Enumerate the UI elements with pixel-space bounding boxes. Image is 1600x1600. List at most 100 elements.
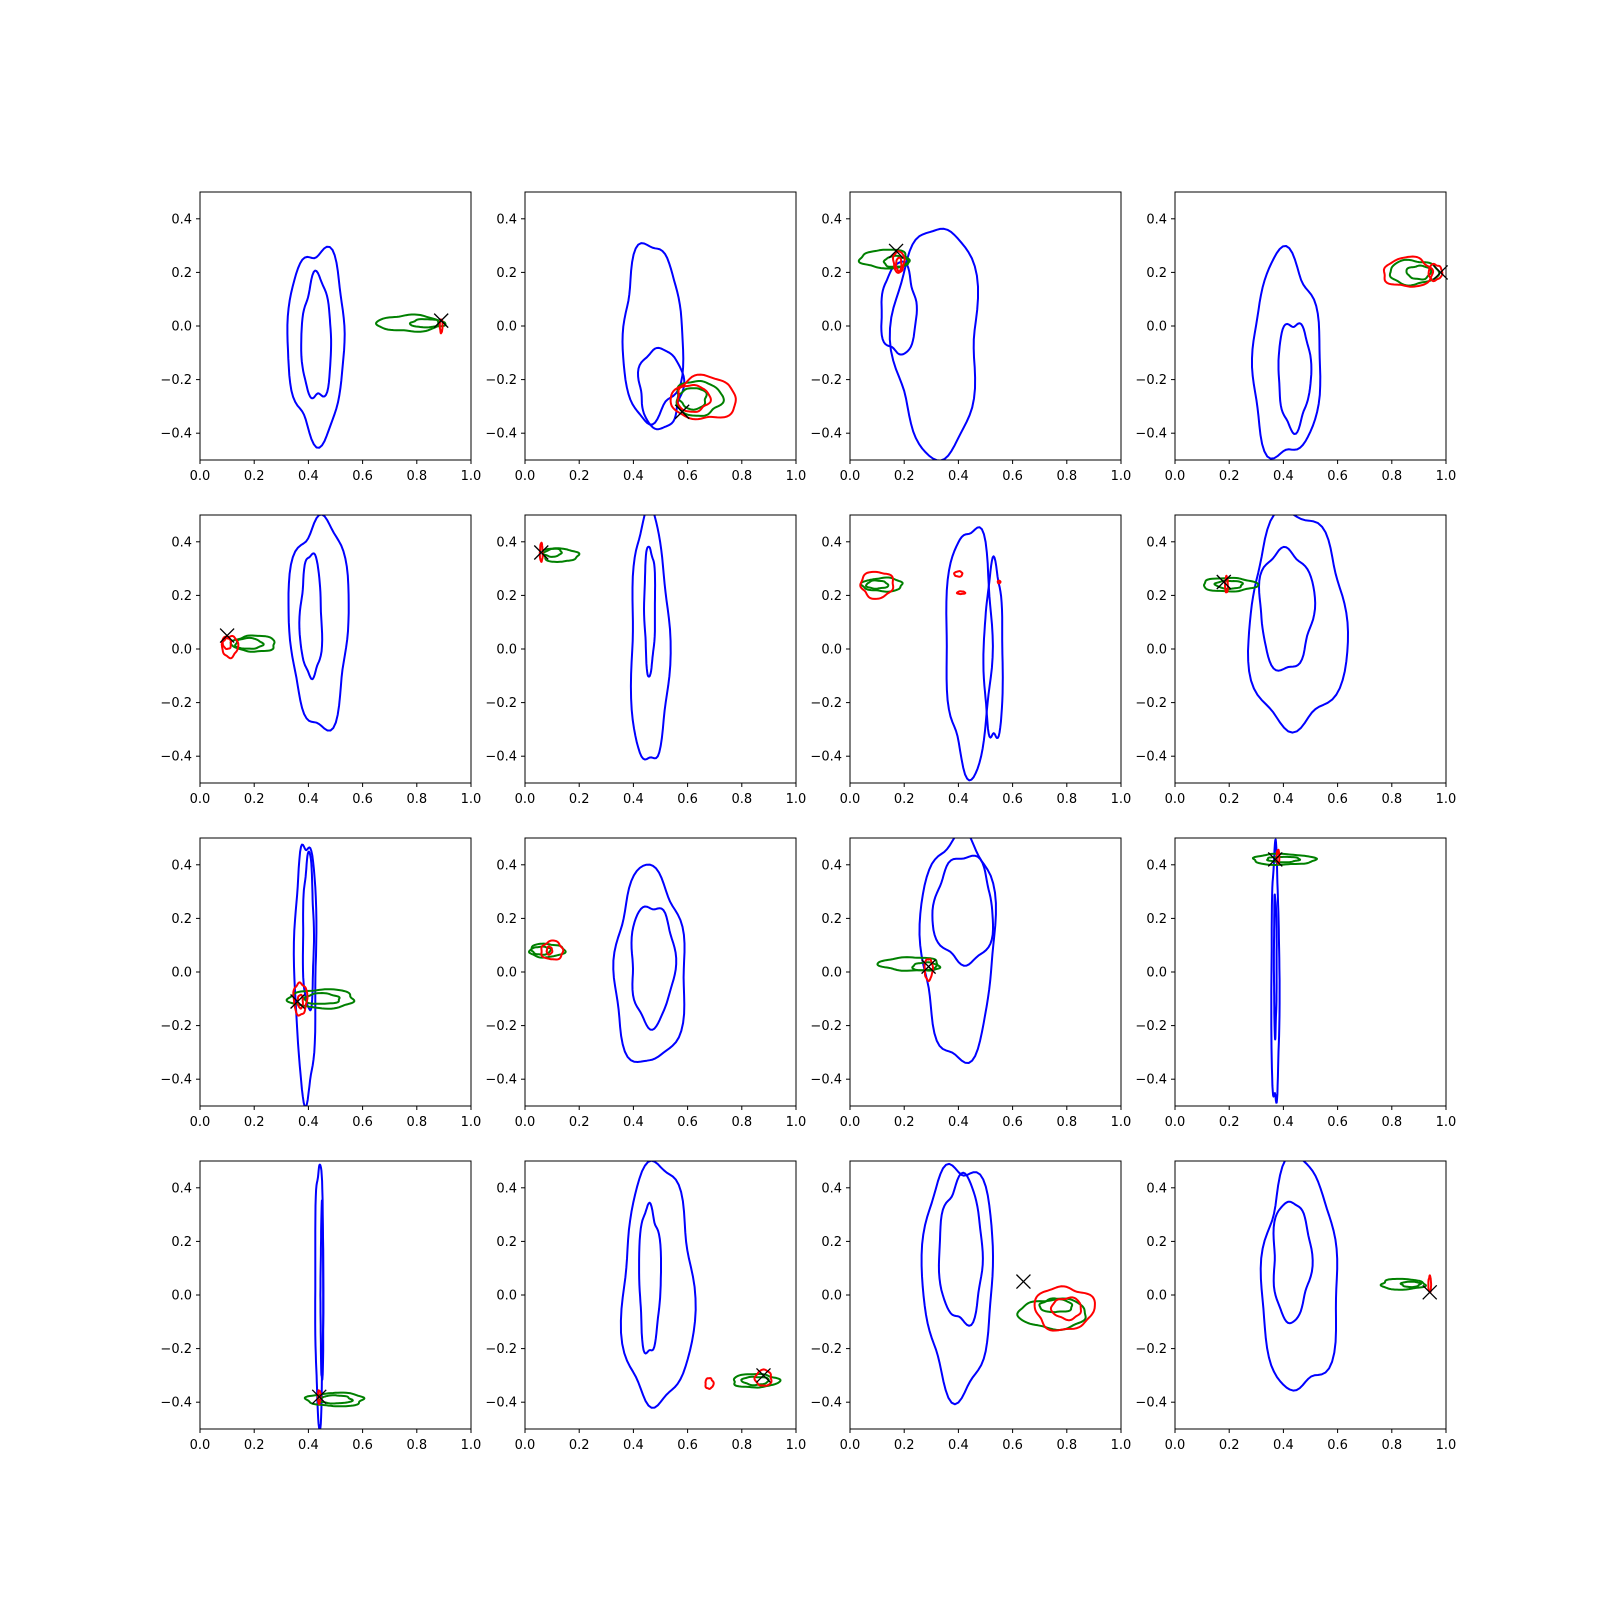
green-contour-2 (234, 636, 265, 650)
x-tick-label: 0.6 (1002, 792, 1023, 807)
x-tick-label: 0.2 (244, 1115, 265, 1130)
blue-contour-1 (619, 1161, 697, 1409)
subplot-13: 0.0 0.2 0.4 0.6 0.8 1.0 −0.4 −0.2 0.0 0.2 0.4 (160, 1160, 481, 1453)
x-tick-label: 0.4 (623, 1438, 644, 1453)
x-tick-label: 0.0 (515, 1438, 536, 1453)
x-tick-label: 0.6 (1002, 1438, 1023, 1453)
blue-contour-2 (931, 854, 994, 967)
y-tick-label: −0.2 (485, 1019, 517, 1034)
x-tick-label: 0.4 (948, 1438, 969, 1453)
x-tick-label: 0.6 (352, 1438, 373, 1453)
x-tick-label: 0.8 (1056, 1438, 1077, 1453)
x-tick-label: 0.4 (948, 1115, 969, 1130)
x-tick-label: 0.8 (406, 469, 427, 484)
y-tick-label: −0.4 (160, 427, 192, 442)
y-tick-label: 0.4 (496, 535, 517, 550)
green-contour-2 (302, 992, 341, 1005)
y-tick-label: 0.4 (1146, 1181, 1167, 1196)
y-tick-label: 0.2 (496, 912, 517, 927)
x-marker (674, 404, 690, 420)
x-tick-label: 0.6 (677, 1438, 698, 1453)
red-contour-2 (1049, 1296, 1082, 1322)
x-tick-label: 1.0 (1111, 469, 1132, 484)
red-contour-1 (1033, 1285, 1096, 1332)
subplot-15: 0.0 0.2 0.4 0.6 0.8 1.0 −0.4 −0.2 0.0 0.2 0.4 (810, 1160, 1131, 1453)
y-tick-label: −0.2 (810, 373, 842, 388)
blue-contour-1 (621, 242, 685, 426)
y-tick-label: 0.0 (821, 966, 842, 981)
x-tick-label: 0.6 (352, 469, 373, 484)
green-contour-2 (530, 945, 553, 956)
x-tick-label: 1.0 (786, 792, 807, 807)
blue-contour-1 (1259, 1161, 1339, 1392)
x-tick-label: 0.8 (1381, 1115, 1402, 1130)
x-tick-label: 0.2 (569, 1438, 590, 1453)
x-tick-label: 0.6 (352, 792, 373, 807)
blue-contour-1 (888, 227, 979, 460)
y-tick-label: 0.4 (1146, 212, 1167, 227)
y-tick-label: −0.4 (810, 427, 842, 442)
x-tick-label: 0.0 (840, 1115, 861, 1130)
x-tick-label: 0.0 (840, 792, 861, 807)
x-tick-label: 0.6 (1327, 1438, 1348, 1453)
y-tick-label: 0.2 (821, 589, 842, 604)
axes-frame (1174, 191, 1447, 461)
y-tick-label: −0.4 (485, 1396, 517, 1411)
y-tick-label: 0.2 (821, 1235, 842, 1250)
green-contour-2 (1405, 264, 1433, 281)
x-tick-label: 0.2 (569, 469, 590, 484)
y-tick-label: 0.0 (496, 320, 517, 335)
x-tick-label: 0.4 (1273, 1438, 1294, 1453)
blue-contour-1 (918, 838, 997, 1064)
x-tick-label: 1.0 (1436, 469, 1457, 484)
plot-area (286, 245, 447, 449)
axes-frame (849, 1160, 1122, 1430)
green-contour-1 (1379, 1277, 1427, 1291)
y-tick-label: 0.2 (496, 266, 517, 281)
y-tick-label: 0.0 (496, 966, 517, 981)
x-tick-label: 0.6 (352, 1115, 373, 1130)
x-tick-label: 0.8 (406, 1438, 427, 1453)
subplot-12: 0.0 0.2 0.4 0.6 0.8 1.0 −0.4 −0.2 0.0 0.2 0.4 (1135, 837, 1456, 1130)
y-tick-label: 0.2 (1146, 266, 1167, 281)
red-contour-2 (894, 256, 903, 273)
x-tick-label: 0.4 (298, 792, 319, 807)
x-tick-label: 0.8 (731, 1438, 752, 1453)
y-tick-label: 0.2 (496, 1235, 517, 1250)
x-marker (1015, 1274, 1031, 1290)
red-contour-1 (540, 939, 565, 961)
x-tick-label: 0.0 (1165, 1438, 1186, 1453)
y-tick-label: 0.0 (171, 1289, 192, 1304)
plot-area (528, 863, 686, 1063)
x-marker (756, 1367, 771, 1383)
x-tick-label: 1.0 (461, 792, 482, 807)
y-tick-label: −0.4 (1135, 427, 1167, 442)
x-tick-label: 1.0 (786, 469, 807, 484)
y-tick-label: 0.0 (821, 320, 842, 335)
y-tick-label: 0.2 (171, 912, 192, 927)
x-tick-label: 0.0 (840, 1438, 861, 1453)
red-contour-1 (1427, 1274, 1433, 1294)
y-tick-label: −0.4 (1135, 750, 1167, 765)
x-tick-label: 0.6 (1327, 469, 1348, 484)
x-tick-label: 0.0 (1165, 792, 1186, 807)
subplot-2: 0.0 0.2 0.4 0.6 0.8 1.0 −0.4 −0.2 0.0 0.2 0.4 (485, 191, 807, 484)
y-tick-label: −0.2 (160, 696, 192, 711)
x-tick-label: 0.8 (731, 469, 752, 484)
red-contour-1 (1382, 255, 1435, 288)
blue-contour-1 (314, 1163, 325, 1429)
blue-contour-2 (319, 1199, 325, 1381)
axes-frame (524, 191, 797, 461)
plot-area (220, 515, 350, 732)
x-tick-label: 0.6 (677, 792, 698, 807)
green-contour-1 (1016, 1297, 1087, 1331)
green-contour-2 (1399, 1280, 1422, 1289)
x-tick-label: 0.0 (190, 1115, 211, 1130)
x-tick-label: 1.0 (1111, 1115, 1132, 1130)
blue-contour-1 (920, 1162, 994, 1406)
x-marker (219, 628, 235, 644)
red-contour-3 (955, 590, 967, 596)
x-tick-label: 1.0 (461, 1115, 482, 1130)
axes-frame (1174, 514, 1447, 784)
axes-frame (524, 837, 797, 1107)
